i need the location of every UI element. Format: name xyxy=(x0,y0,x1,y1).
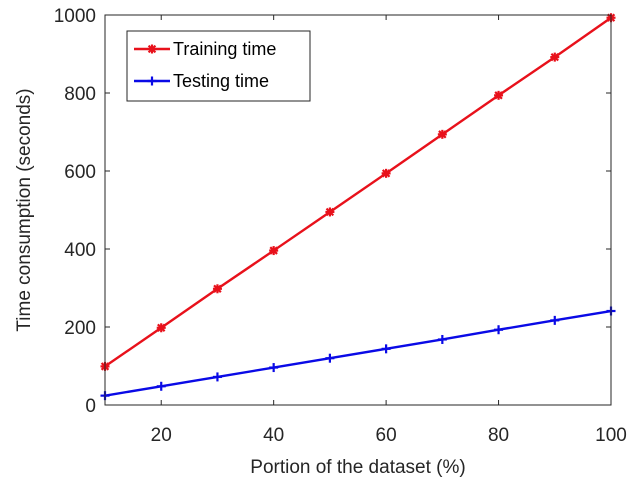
testing-time-point-20 xyxy=(156,381,166,391)
plot-area-frame xyxy=(104,14,612,406)
training-time-point-80 xyxy=(494,90,504,100)
training-time-point-70 xyxy=(437,129,447,139)
x-axis-title: Portion of the dataset (%) xyxy=(250,457,465,478)
y-axis-title: Time consumption (seconds) xyxy=(14,88,35,331)
y-tick-label-600: 600 xyxy=(64,162,96,183)
legend-label-training-time: Training time xyxy=(173,39,276,59)
training-time-point-60 xyxy=(381,168,391,178)
y-tick-label-400: 400 xyxy=(64,240,96,261)
legend-items: Training time Testing time xyxy=(134,39,276,91)
training-time-point-30-d2 xyxy=(213,284,222,293)
legend-marker-training-time-d2 xyxy=(147,44,157,54)
testing-time-point-30 xyxy=(212,372,222,382)
y-tick-label-800: 800 xyxy=(64,84,96,105)
training-time-point-90-d2 xyxy=(550,52,559,62)
testing-time-point-40 xyxy=(269,363,279,373)
testing-time-line xyxy=(104,309,612,397)
x-tick-label-60: 60 xyxy=(376,425,397,446)
legend-marker-testing-time xyxy=(147,76,157,86)
training-time-point-50-d2 xyxy=(325,207,335,217)
testing-time-point-60 xyxy=(381,344,391,354)
testing-time-point-80 xyxy=(494,325,504,335)
y-tick-label-0: 0 xyxy=(85,396,96,417)
x-tick-label-100: 100 xyxy=(595,425,627,446)
training-time-point-90 xyxy=(550,52,560,62)
training-time-point-60-d2 xyxy=(381,169,391,178)
x-tick-label-20: 20 xyxy=(151,425,172,446)
x-tick-label-40: 40 xyxy=(263,425,284,446)
training-time-point-50 xyxy=(325,207,335,217)
testing-time-point-50 xyxy=(325,353,335,363)
x-tick-label-80: 80 xyxy=(488,425,509,446)
legend-label-testing-time: Testing time xyxy=(173,71,269,91)
testing-time-point-90 xyxy=(550,315,560,325)
training-time-point-30 xyxy=(212,284,222,294)
y-axis: 0 200 400 600 800 1000 xyxy=(54,6,611,417)
training-time-point-40-d2 xyxy=(269,246,278,255)
legend-box xyxy=(126,30,311,102)
training-time-point-80-d2 xyxy=(494,91,503,100)
x-axis: 20 40 60 80 100 xyxy=(151,15,627,446)
training-time-point-20-d2 xyxy=(157,323,166,332)
training-time-line xyxy=(104,16,612,368)
training-time-point-20 xyxy=(156,323,166,333)
y-tick-label-1000: 1000 xyxy=(54,6,96,27)
training-time-point-40 xyxy=(269,246,279,256)
testing-time-point-70 xyxy=(437,334,447,344)
legend: Training time Testing time xyxy=(126,30,311,102)
legend-marker-training-time xyxy=(147,44,157,54)
y-tick-label-200: 200 xyxy=(64,318,96,339)
training-time-point-70-d2 xyxy=(438,130,447,139)
